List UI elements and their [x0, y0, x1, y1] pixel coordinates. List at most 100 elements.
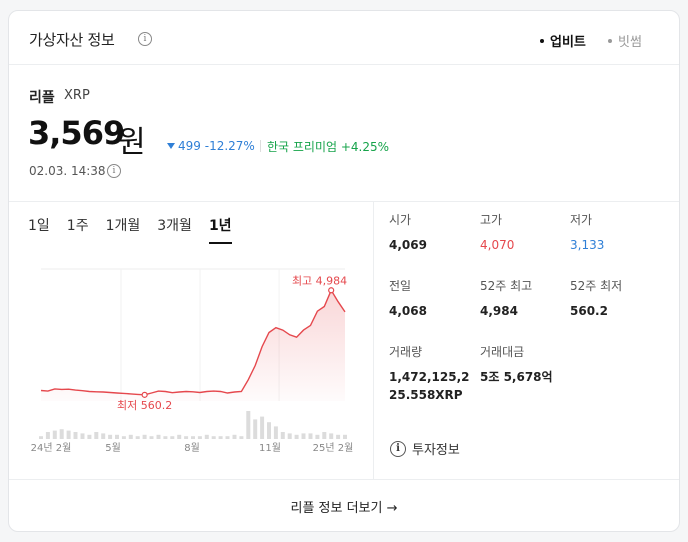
down-triangle-icon: [167, 143, 175, 149]
volume-bar: [184, 436, 189, 439]
volume-bar: [225, 436, 230, 439]
volume-bar: [343, 434, 347, 439]
x-tick-label: 11월: [259, 442, 281, 454]
tab-3m[interactable]: 3개월: [157, 218, 192, 234]
price-chart: 최고 4,984 최저 560.2 24년 2월 5월 8월 11월 25년 2월: [27, 261, 357, 461]
stat-label: 거래량: [389, 345, 423, 359]
stat-52w-low: 52주 최저 560.2: [570, 277, 622, 320]
coin-symbol: XRP: [64, 88, 90, 103]
stat-label: 고가: [480, 213, 503, 227]
volume-bar: [308, 433, 313, 439]
stat-value: 4,070: [480, 238, 515, 252]
x-tick-label: 25년 2월: [313, 442, 354, 454]
volume-bar: [101, 433, 106, 439]
price-change: 499 -12.27%: [167, 139, 255, 153]
x-tick-label: 8월: [184, 442, 200, 454]
x-tick-label: 24년 2월: [31, 442, 72, 454]
volume-bar: [128, 434, 133, 439]
volume-bar: [163, 436, 168, 439]
volume-bar: [156, 434, 161, 439]
volume-bar: [211, 436, 216, 439]
low-marker: [141, 391, 148, 398]
volume-bar: [232, 434, 237, 439]
card-title: 가상자산 정보: [29, 31, 115, 49]
volume-bar: [73, 432, 78, 439]
divider: [373, 201, 374, 479]
volume-bar: [294, 434, 299, 439]
stat-prev-close: 전일 4,068: [389, 277, 427, 320]
crypto-info-card: 가상자산 정보 i 업비트 빗썸 리플 XRP 3,569 원 499 -12.…: [8, 10, 680, 532]
card-header: 가상자산 정보 i 업비트 빗썸: [9, 11, 679, 65]
stat-label: 저가: [570, 213, 593, 227]
invest-info-label: 투자정보: [412, 443, 460, 458]
volume-bar: [170, 436, 175, 439]
stat-value: 4,069: [389, 238, 427, 252]
high-marker: [328, 287, 335, 294]
exchange-tab-upbit[interactable]: 업비트: [540, 31, 586, 50]
invest-info-link[interactable]: i 투자정보: [390, 439, 460, 458]
stat-label: 전일: [389, 279, 412, 293]
exchange-label: 빗썸: [618, 35, 642, 50]
stat-value: 4,068: [389, 304, 427, 318]
stat-value: 560.2: [570, 304, 608, 318]
volume-bar: [260, 416, 265, 439]
volume-bar: [80, 433, 85, 439]
stat-value: 5조 5,678억: [480, 370, 553, 384]
volume-bar: [301, 433, 306, 439]
volume-bar: [149, 436, 154, 439]
stat-label: 거래대금: [480, 345, 525, 359]
volume-bar: [329, 433, 334, 439]
volume-bar: [273, 426, 278, 439]
stat-open: 시가 4,069: [389, 211, 427, 254]
more-info-link[interactable]: 리플 정보 더보기 →: [9, 480, 679, 531]
stat-low: 저가 3,133: [570, 211, 604, 254]
timestamp: 02.03. 14:38: [29, 164, 106, 178]
tab-1m[interactable]: 1개월: [105, 218, 141, 234]
x-tick-label: 5월: [105, 442, 121, 454]
volume-bar: [94, 432, 99, 439]
volume-bar: [115, 434, 119, 439]
volume-bar: [52, 430, 57, 439]
high-label: 최고 4,984: [292, 274, 347, 287]
active-dot-icon: [540, 38, 544, 43]
inactive-dot-icon: [608, 38, 612, 43]
stat-volume: 거래량 1,472,125,225.558XRP: [389, 343, 471, 404]
stat-value: 1,472,125,225.558XRP: [389, 370, 470, 402]
volume-bar: [253, 419, 258, 439]
stats-grid: 시가 4,069 고가 4,070 저가 3,133 전일 4,068 52주 …: [389, 211, 679, 471]
stat-value: 3,133: [570, 238, 605, 252]
volume-bar: [336, 434, 341, 439]
price-area: [41, 290, 345, 401]
price-line: [40, 288, 346, 396]
info-icon: i: [390, 440, 406, 457]
low-label: 최저 560.2: [117, 399, 172, 412]
exchange-label: 업비트: [550, 35, 586, 50]
stat-high: 고가 4,070: [480, 211, 514, 254]
info-icon[interactable]: i: [138, 32, 152, 46]
volume-bar: [267, 422, 271, 439]
stat-label: 시가: [389, 213, 412, 227]
change-percent: -12.27%: [204, 139, 255, 153]
exchange-tab-bithumb[interactable]: 빗썸: [608, 31, 642, 50]
tab-1w[interactable]: 1주: [66, 218, 89, 234]
more-info-label: 리플 정보 더보기 →: [290, 500, 398, 516]
volume-bar: [191, 436, 195, 439]
volume-bar: [287, 433, 292, 439]
volume-bar: [322, 432, 327, 439]
volume-bar: [39, 436, 43, 439]
info-icon[interactable]: i: [107, 164, 121, 178]
volume-bar: [135, 436, 140, 439]
volume-bar: [280, 432, 285, 439]
price-chart-svg: 최고 4,984 최저 560.2 24년 2월 5월 8월 11월 25년 2월: [31, 268, 354, 454]
volume-bar: [45, 432, 50, 439]
separator: [260, 140, 261, 152]
stat-trade-value: 거래대금 5조 5,678억: [480, 343, 553, 386]
divider: [9, 201, 679, 202]
volume-bar: [315, 434, 320, 439]
tab-1d[interactable]: 1일: [28, 218, 50, 234]
volume-bar: [246, 411, 251, 439]
stat-label: 52주 최고: [480, 279, 533, 293]
tab-1y[interactable]: 1년: [208, 215, 232, 244]
volume-bar: [108, 434, 113, 439]
volume-bar: [87, 434, 92, 439]
